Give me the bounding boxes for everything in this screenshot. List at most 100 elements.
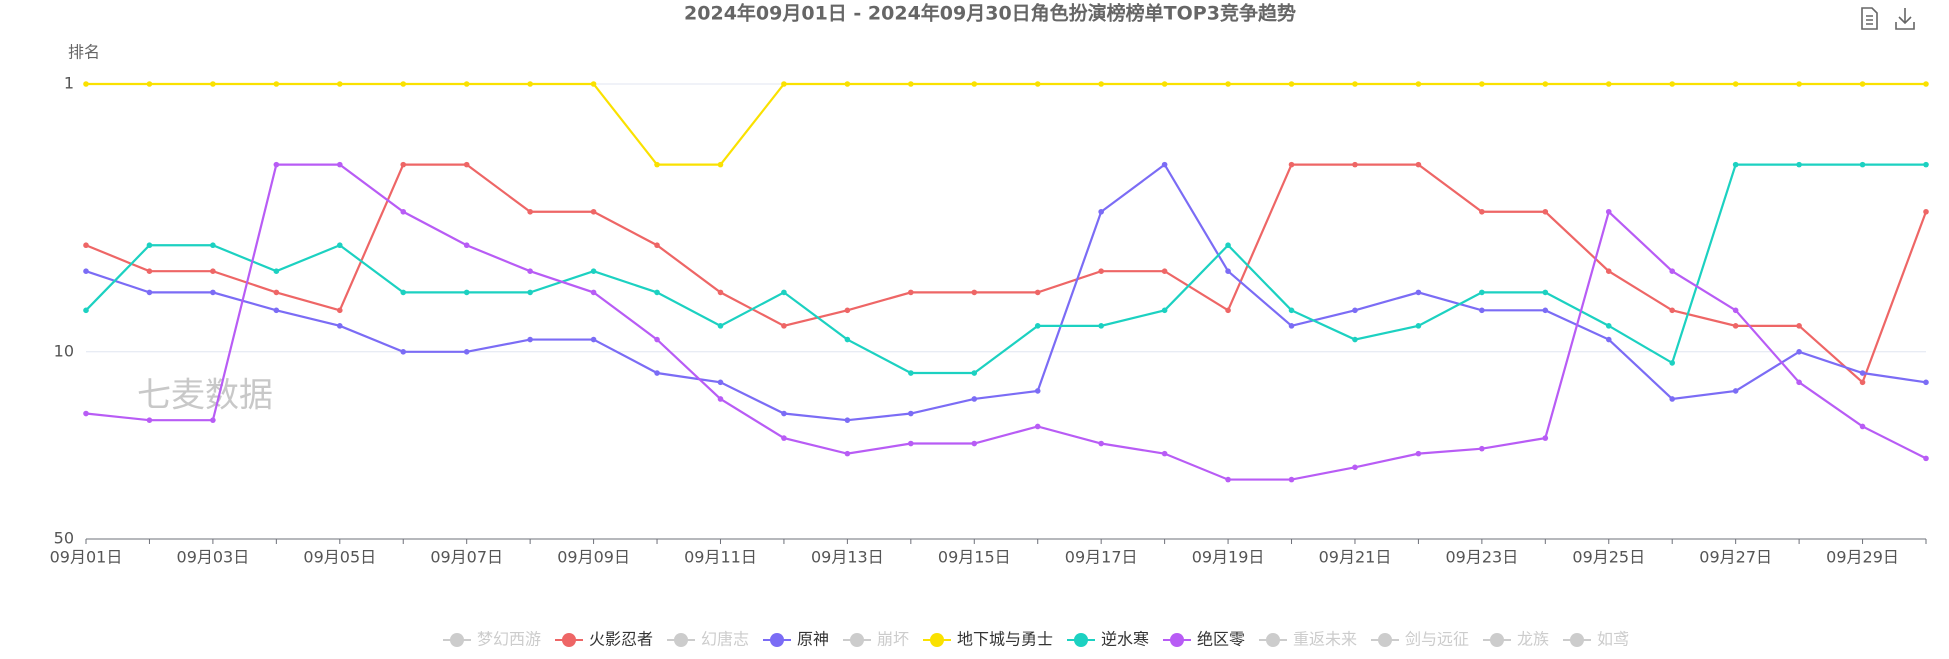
data-point xyxy=(1034,81,1041,87)
data-point xyxy=(83,242,89,249)
data-point xyxy=(781,323,787,329)
data-point xyxy=(1542,307,1549,314)
data-point xyxy=(1034,388,1041,394)
data-point xyxy=(1669,81,1676,87)
data-point xyxy=(1859,379,1866,386)
data-point xyxy=(527,336,533,343)
legend-label[interactable]: 原神 xyxy=(797,630,829,649)
data-point xyxy=(1288,307,1295,314)
legend-label[interactable]: 地下城与勇士 xyxy=(957,630,1053,649)
data-point xyxy=(1669,268,1676,274)
legend-label[interactable]: 幻唐志 xyxy=(701,630,749,649)
data-point xyxy=(1098,440,1104,447)
data-point xyxy=(400,161,407,168)
legend-marker[interactable] xyxy=(1378,633,1392,647)
x-tick-label: 09月17日 xyxy=(1065,548,1138,567)
data-point xyxy=(717,161,724,168)
data-point xyxy=(590,208,597,215)
data-point xyxy=(1415,161,1422,168)
series-line xyxy=(85,163,1928,385)
data-point xyxy=(83,410,89,417)
data-point xyxy=(717,323,724,329)
data-point xyxy=(463,81,470,87)
legend-marker[interactable] xyxy=(1170,633,1184,647)
data-point xyxy=(83,81,89,87)
data-point xyxy=(1605,336,1612,343)
data-point xyxy=(210,417,216,423)
data-point xyxy=(1098,268,1104,274)
data-point xyxy=(1605,208,1612,215)
data-point xyxy=(1352,464,1358,471)
legend-label[interactable]: 崩坏 xyxy=(877,630,909,649)
x-tick-label: 09月03日 xyxy=(177,548,250,567)
data-point xyxy=(1732,323,1739,329)
data-point xyxy=(1732,388,1739,394)
data-point xyxy=(590,268,597,274)
data-point xyxy=(1796,323,1802,329)
data-point xyxy=(717,289,724,296)
data-point xyxy=(210,289,216,296)
data-point xyxy=(1923,379,1929,386)
legend-marker[interactable] xyxy=(850,633,864,647)
legend-marker[interactable] xyxy=(930,633,944,647)
data-point xyxy=(146,417,153,423)
x-tick-label: 09月15日 xyxy=(938,548,1011,567)
data-point xyxy=(1415,323,1422,329)
legend-marker[interactable] xyxy=(1570,633,1584,647)
series-line xyxy=(86,82,1926,166)
data-point xyxy=(590,336,597,343)
legend-marker[interactable] xyxy=(674,633,688,647)
data-point xyxy=(146,81,153,87)
x-tick-label: 09月09日 xyxy=(557,548,630,567)
data-point xyxy=(1605,268,1612,274)
legend-marker[interactable] xyxy=(450,633,464,647)
data-point xyxy=(1288,161,1295,168)
data-point xyxy=(1225,476,1231,483)
data-view-icon[interactable] xyxy=(1861,7,1878,30)
download-icon[interactable] xyxy=(1895,8,1915,30)
legend-label[interactable]: 梦幻西游 xyxy=(477,630,541,649)
legend-label[interactable]: 逆水寒 xyxy=(1101,630,1149,649)
data-point xyxy=(908,410,914,417)
data-point xyxy=(781,435,787,441)
data-point xyxy=(1352,81,1358,87)
legend-label[interactable]: 剑与远征 xyxy=(1405,630,1469,649)
series-line xyxy=(85,163,1926,375)
data-point xyxy=(844,307,851,314)
legend-label[interactable]: 龙族 xyxy=(1517,630,1549,649)
legend-marker[interactable] xyxy=(1266,633,1280,647)
data-point xyxy=(273,161,280,168)
data-point xyxy=(1288,81,1295,87)
data-point xyxy=(463,242,470,249)
legend-marker[interactable] xyxy=(1074,633,1088,647)
data-point xyxy=(1415,81,1422,87)
data-point xyxy=(1098,208,1104,215)
legend-marker[interactable] xyxy=(770,633,784,647)
legend-label[interactable]: 绝区零 xyxy=(1197,630,1245,649)
legend-label[interactable]: 如鸢 xyxy=(1597,630,1629,649)
data-point xyxy=(1161,450,1168,457)
data-point xyxy=(908,289,914,296)
x-tick-label: 09月19日 xyxy=(1192,548,1265,567)
legend-marker[interactable] xyxy=(1490,633,1504,647)
data-point xyxy=(1605,323,1612,329)
data-point xyxy=(1225,81,1231,87)
data-point xyxy=(1796,379,1802,386)
legend-label[interactable]: 火影忍者 xyxy=(589,630,653,649)
data-point xyxy=(1352,307,1358,314)
data-point xyxy=(1098,81,1104,87)
data-point xyxy=(273,307,280,314)
data-point xyxy=(527,289,533,296)
data-point xyxy=(844,417,851,423)
data-point xyxy=(1415,450,1422,457)
data-point xyxy=(336,242,343,249)
legend-label[interactable]: 重返未来 xyxy=(1293,630,1357,649)
x-tick-label: 09月13日 xyxy=(811,548,884,567)
data-point xyxy=(971,370,978,376)
watermark: 七麦数据 xyxy=(137,376,273,416)
legend-marker[interactable] xyxy=(562,633,576,647)
data-point xyxy=(1669,360,1676,366)
data-point xyxy=(654,370,660,376)
toolbox[interactable] xyxy=(1861,7,1915,30)
